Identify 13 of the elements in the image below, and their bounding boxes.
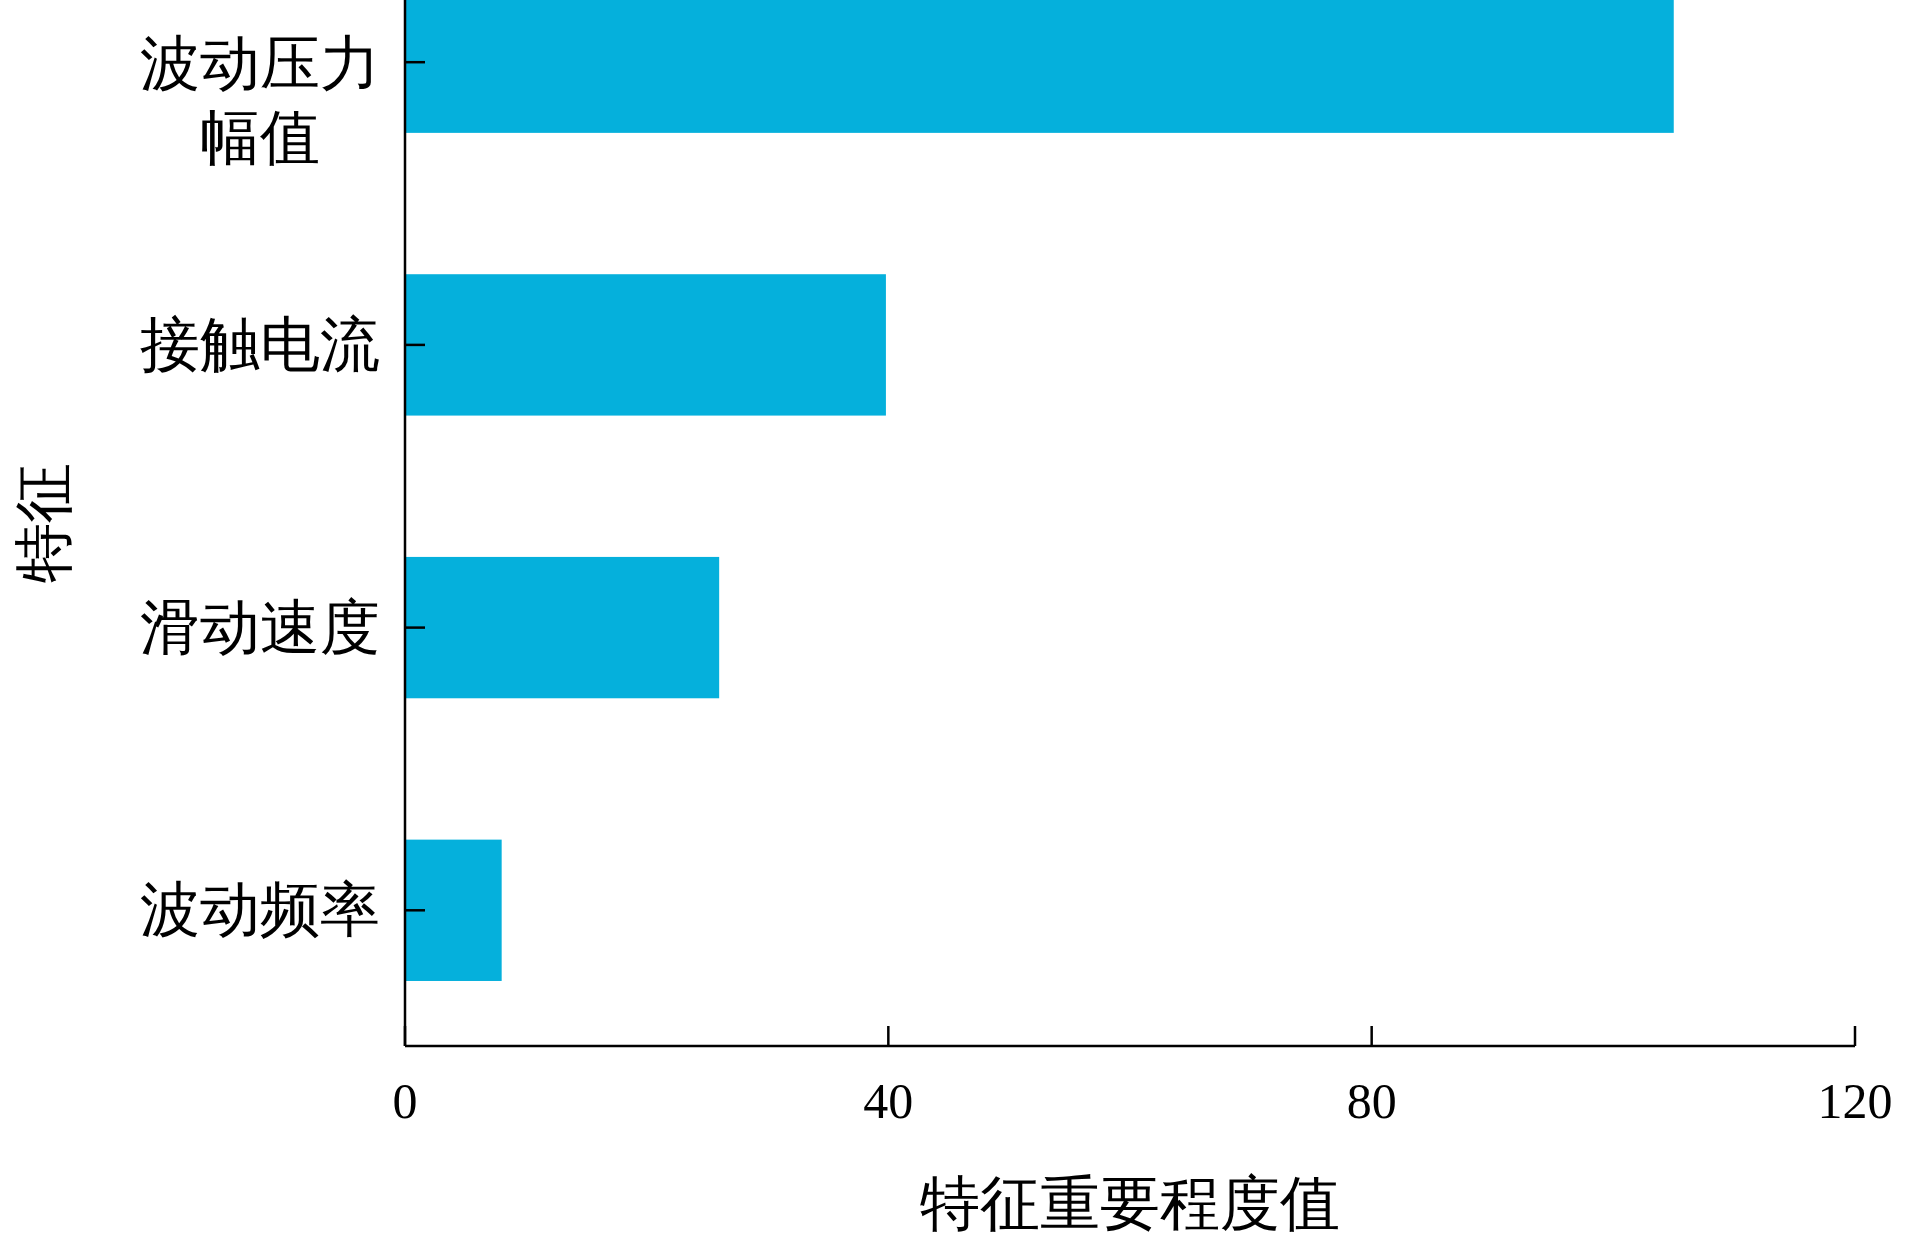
x-tick-label: 80 (1346, 1073, 1397, 1129)
x-tick-label: 120 (1817, 1073, 1893, 1129)
y-tick-label: 滑动速度 (140, 594, 380, 661)
x-tick-label: 0 (392, 1073, 418, 1129)
bar (405, 556, 720, 699)
y-tick-label: 接触电流 (140, 311, 380, 378)
y-tick-label: 波动频率 (140, 877, 380, 944)
bar (405, 274, 886, 416)
x-tick-label: 40 (863, 1073, 914, 1129)
y-tick-label: 波动压力幅值 (140, 31, 380, 172)
x-axis-title: 特征重要程度值 (920, 1171, 1340, 1237)
bar (405, 839, 502, 981)
y-axis-title: 特征 (11, 463, 77, 583)
